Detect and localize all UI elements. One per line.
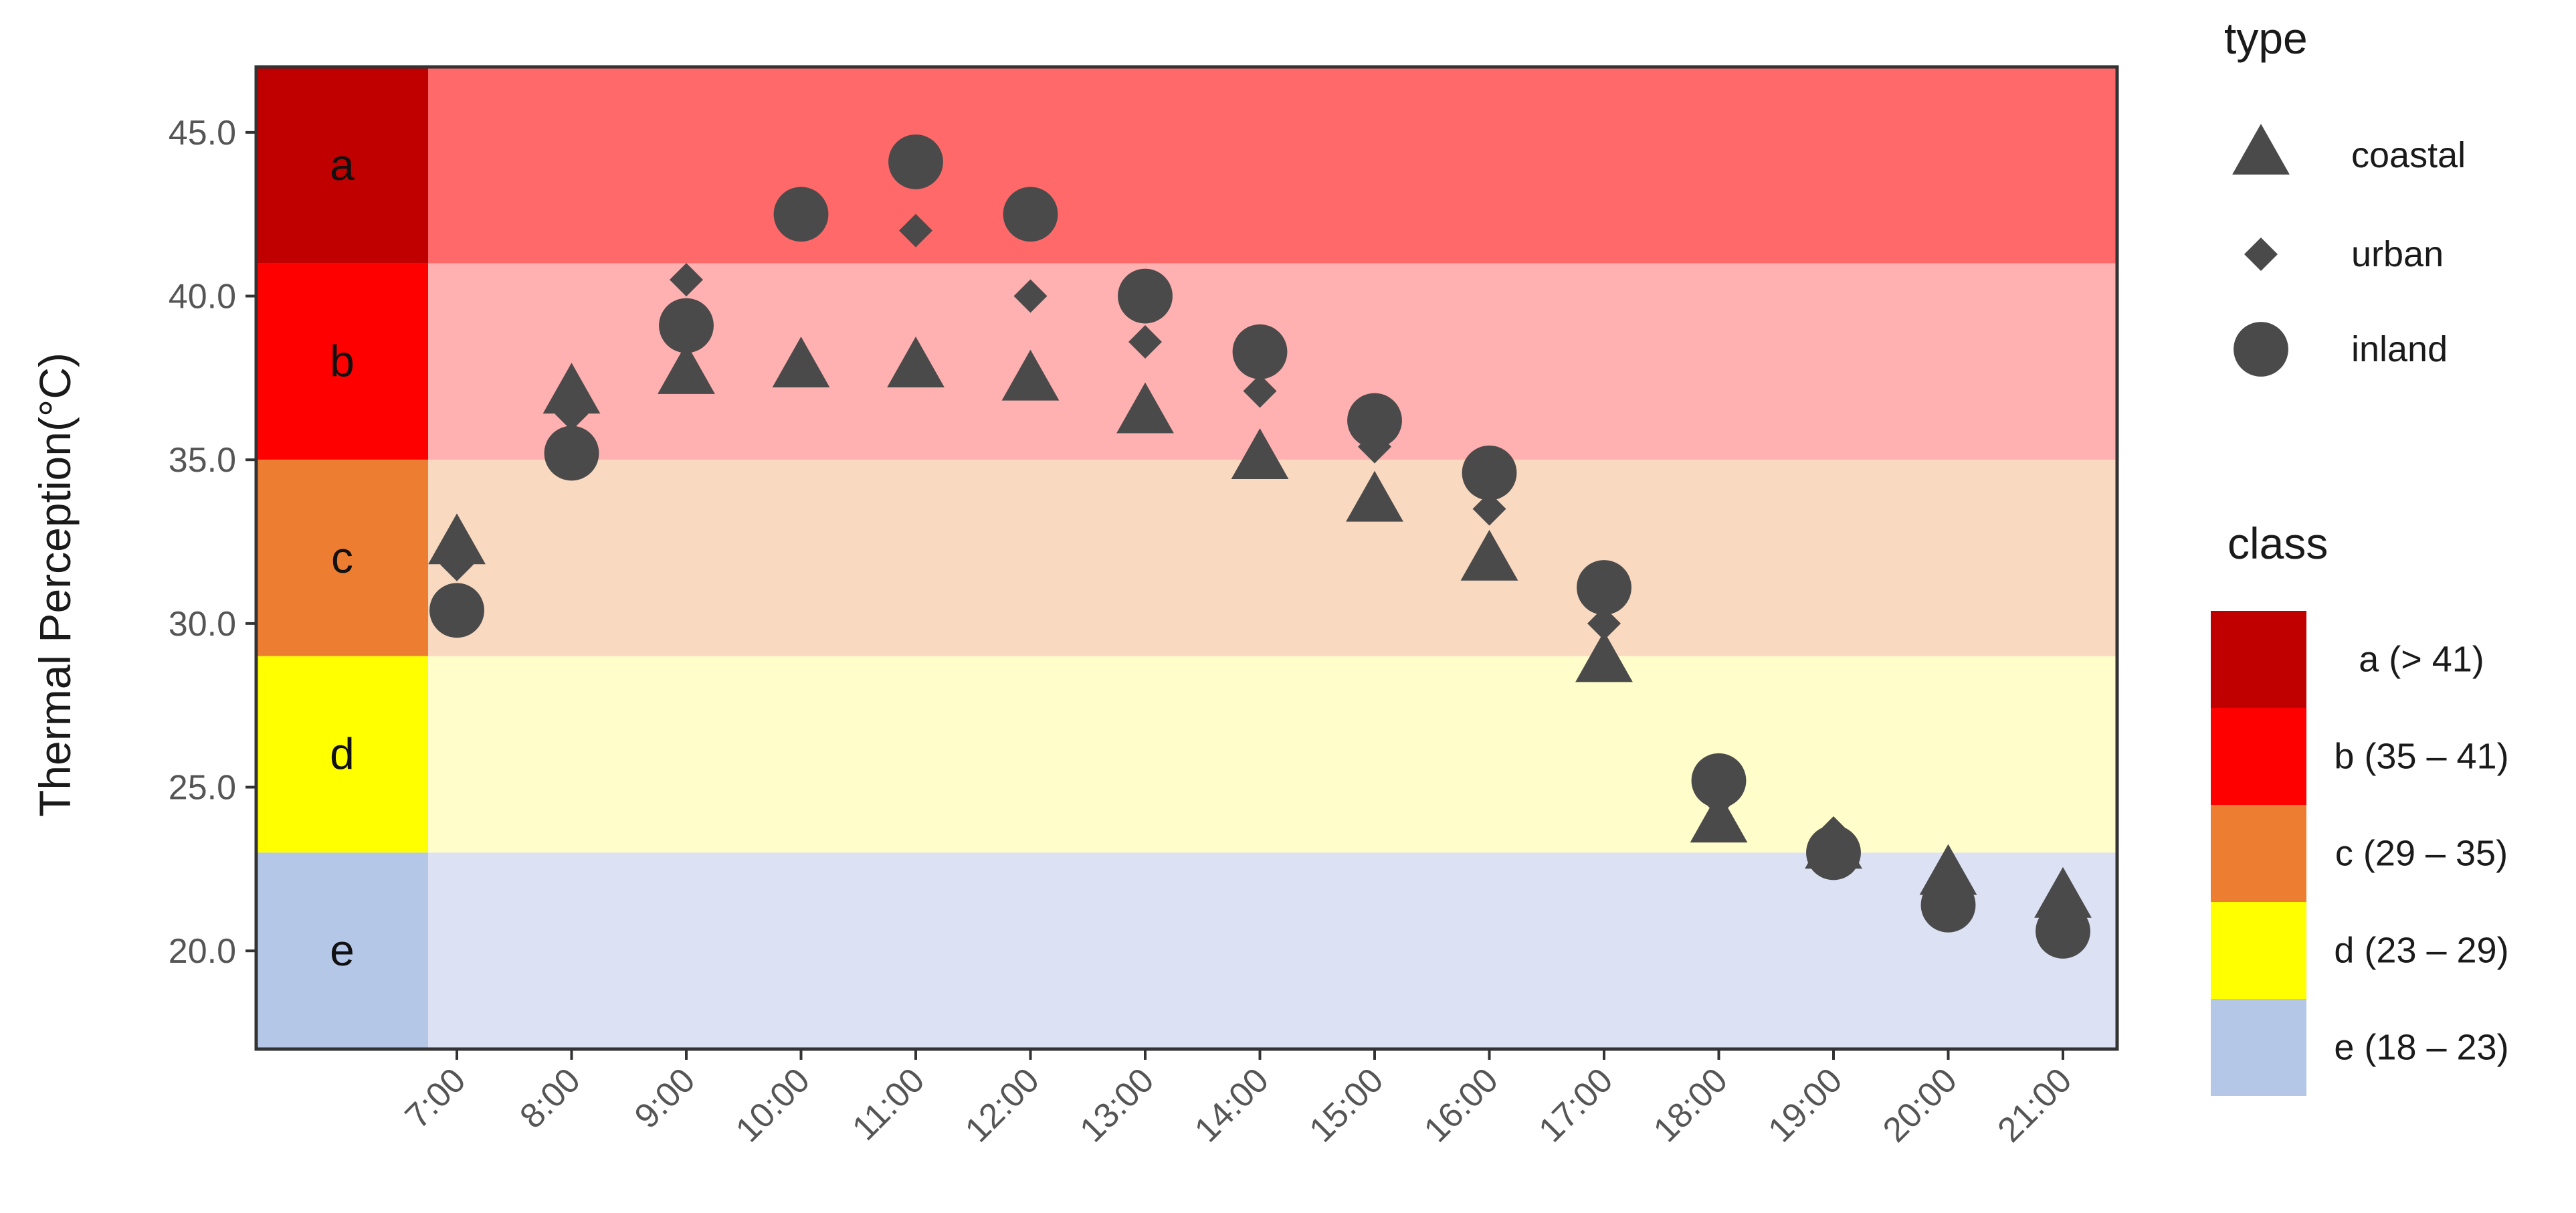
point-coastal bbox=[887, 337, 945, 388]
legend-label-inland: inland bbox=[2351, 329, 2448, 369]
point-urban bbox=[1587, 606, 1621, 640]
class-strip-e bbox=[256, 852, 428, 1049]
class-strip-d bbox=[256, 656, 428, 853]
legend-class-swatch-b bbox=[2211, 708, 2306, 805]
legend-class-label-b: b (35 – 41) bbox=[2334, 737, 2508, 777]
class-strip-c bbox=[256, 460, 428, 656]
legend-label-urban: urban bbox=[2351, 234, 2444, 274]
point-urban bbox=[440, 547, 474, 581]
legend-class-swatch-a bbox=[2211, 611, 2306, 708]
x-tick-label: 10:00 bbox=[728, 1060, 817, 1149]
x-tick-label: 20:00 bbox=[1876, 1060, 1965, 1149]
point-inland bbox=[1691, 753, 1747, 808]
point-urban bbox=[670, 263, 703, 297]
x-tick-label: 11:00 bbox=[845, 1060, 932, 1147]
legend-class-title: class bbox=[2227, 519, 2328, 568]
y-tick-label: 35.0 bbox=[169, 441, 236, 480]
legend-marker-inland bbox=[2234, 322, 2288, 377]
point-inland bbox=[888, 134, 943, 189]
point-coastal bbox=[428, 513, 486, 565]
point-coastal bbox=[1001, 349, 1060, 401]
class-letter-e: e bbox=[330, 925, 355, 975]
band-a bbox=[256, 67, 2117, 264]
point-coastal bbox=[1346, 470, 1403, 522]
legend-class-label-c: c (29 – 35) bbox=[2335, 834, 2508, 874]
y-tick-label: 25.0 bbox=[169, 769, 236, 808]
y-axis-title: Thermal Perception(°C) bbox=[30, 353, 80, 817]
x-tick-label: 13:00 bbox=[1072, 1060, 1161, 1149]
class-letter-c: c bbox=[331, 533, 353, 582]
point-inland bbox=[659, 298, 714, 353]
point-urban bbox=[899, 213, 932, 248]
point-coastal bbox=[1575, 631, 1633, 682]
point-coastal bbox=[772, 337, 830, 388]
point-inland bbox=[1003, 187, 1058, 242]
legend-marker-urban bbox=[2244, 238, 2278, 271]
point-urban bbox=[1013, 279, 1048, 313]
band-b bbox=[256, 263, 2117, 460]
point-urban bbox=[1128, 325, 1162, 359]
point-inland bbox=[1118, 268, 1173, 324]
x-tick-label: 15:00 bbox=[1302, 1060, 1391, 1149]
point-inland bbox=[1577, 560, 1631, 615]
point-coastal bbox=[1460, 529, 1518, 581]
y-tick-label: 20.0 bbox=[169, 932, 236, 971]
point-inland bbox=[1232, 324, 1288, 379]
legend-class-label-d: d (23 – 29) bbox=[2334, 931, 2508, 971]
legend-class-label-e: e (18 – 23) bbox=[2334, 1028, 2508, 1068]
point-inland bbox=[1462, 445, 1517, 500]
legend-class-swatch-e bbox=[2211, 999, 2306, 1096]
point-coastal bbox=[658, 343, 715, 394]
point-urban bbox=[1472, 492, 1506, 526]
x-tick-label: 8:00 bbox=[512, 1060, 588, 1136]
x-tick-label: 14:00 bbox=[1187, 1060, 1276, 1149]
point-coastal bbox=[1231, 428, 1289, 480]
point-inland bbox=[544, 426, 599, 481]
x-tick-label: 17:00 bbox=[1531, 1060, 1620, 1149]
legend-marker-coastal bbox=[2232, 123, 2290, 175]
band-c bbox=[256, 460, 2117, 656]
legend-class-swatch-c bbox=[2211, 805, 2306, 902]
x-tick-label: 19:00 bbox=[1761, 1060, 1850, 1149]
point-inland bbox=[2036, 903, 2090, 959]
class-letter-d: d bbox=[330, 729, 355, 779]
point-coastal bbox=[1690, 791, 1748, 843]
plot-frame bbox=[254, 65, 2119, 1051]
point-coastal bbox=[2034, 866, 2092, 918]
x-tick-label: 18:00 bbox=[1646, 1060, 1735, 1149]
point-inland bbox=[1806, 825, 1861, 880]
point-inland bbox=[773, 187, 829, 242]
legend-type-title: type bbox=[2224, 13, 2308, 63]
point-coastal bbox=[542, 363, 601, 414]
x-tick-label: 16:00 bbox=[1417, 1060, 1506, 1149]
x-tick-label: 12:00 bbox=[958, 1060, 1047, 1149]
x-tick-label: 9:00 bbox=[627, 1060, 703, 1136]
point-urban bbox=[555, 397, 589, 431]
y-tick-label: 30.0 bbox=[169, 605, 236, 644]
legend-class-swatch-d bbox=[2211, 902, 2306, 999]
point-inland bbox=[429, 583, 484, 638]
x-tick-label: 21:00 bbox=[1990, 1060, 2079, 1149]
y-tick-label: 45.0 bbox=[169, 114, 236, 153]
point-inland bbox=[1920, 877, 1976, 933]
class-strip-b bbox=[256, 263, 428, 460]
y-tick-label: 40.0 bbox=[169, 278, 236, 316]
class-strip-a bbox=[256, 67, 428, 264]
band-e bbox=[256, 852, 2117, 1049]
point-inland bbox=[1347, 393, 1402, 448]
legend-class-label-a: a (> 41) bbox=[2359, 640, 2484, 680]
band-d bbox=[256, 656, 2117, 853]
point-urban bbox=[1243, 374, 1277, 408]
class-letter-a: a bbox=[330, 140, 355, 189]
class-letter-b: b bbox=[330, 336, 355, 385]
point-coastal bbox=[1116, 382, 1174, 434]
legend-label-coastal: coastal bbox=[2351, 135, 2466, 175]
x-tick-label: 7:00 bbox=[398, 1060, 474, 1136]
